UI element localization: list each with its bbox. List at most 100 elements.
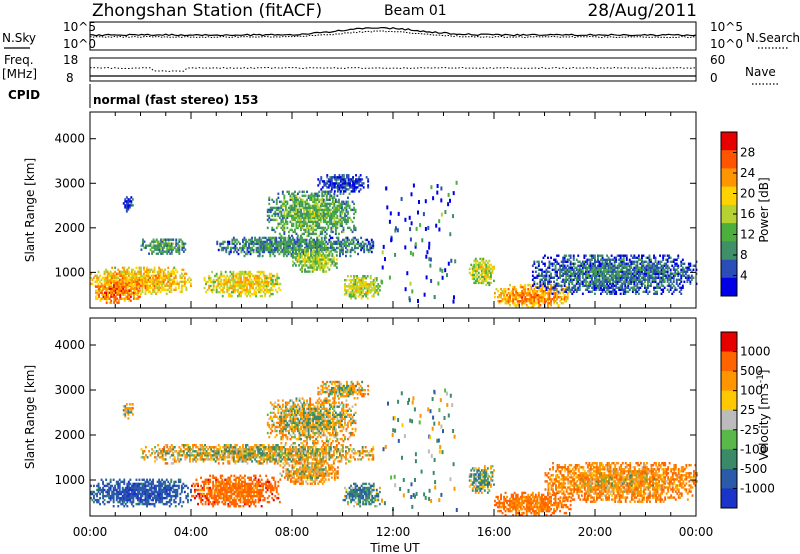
heatmap-cell: [299, 246, 302, 250]
heatmap-cell: [500, 294, 502, 297]
heatmap-cell: [491, 269, 494, 273]
heatmap-cell: [365, 176, 368, 179]
heatmap-cell: [119, 297, 122, 300]
heatmap-cell: [616, 280, 619, 283]
heatmap-cell: [592, 264, 595, 267]
heatmap-cell: [270, 280, 273, 284]
heatmap-cell: [329, 250, 332, 253]
heatmap-cell: [480, 257, 483, 261]
heatmap-cell: [110, 293, 113, 296]
heatmap-cell: [310, 226, 313, 230]
heatmap-cell: [120, 285, 123, 288]
heatmap-cell: [292, 224, 295, 228]
heatmap-cell: [341, 184, 344, 187]
heatmap-cell: [136, 297, 138, 300]
heatmap-cell: [140, 280, 142, 283]
heatmap-cell: [254, 242, 256, 246]
heatmap-cell: [287, 242, 290, 246]
heatmap-cell: [144, 282, 147, 285]
heatmap-cell: [161, 268, 164, 271]
heatmap-cell: [288, 212, 290, 216]
heatmap-cell: [314, 262, 317, 265]
heatmap-cell: [258, 290, 261, 294]
heatmap-cell: [553, 262, 555, 265]
heatmap-cell: [271, 218, 274, 222]
heatmap-cell: [268, 216, 271, 220]
heatmap-cell: [300, 202, 302, 206]
heatmap-cell: [474, 261, 477, 265]
heatmap-cell: [356, 291, 358, 294]
heatmap-cell: [258, 252, 261, 256]
heatmap-cell: [592, 256, 595, 259]
heatmap-cell: [102, 276, 104, 279]
heatmap-cell: [563, 270, 566, 273]
heatmap-cell: [305, 250, 308, 253]
heatmap-cell: [657, 284, 660, 287]
heatmap-cell: [240, 246, 243, 250]
heatmap-cell: [307, 248, 309, 252]
heatmap-cell: [304, 270, 306, 273]
cpid-label: CPID: [8, 88, 40, 102]
heatmap-cell: [668, 266, 671, 269]
heatmap-cell: [152, 274, 154, 277]
heatmap-cell: [316, 258, 319, 261]
heatmap-cell: [298, 244, 300, 248]
heatmap-cell: [358, 182, 361, 185]
heatmap-cell: [161, 250, 164, 253]
heatmap-cell: [440, 212, 443, 217]
heatmap-cell: [173, 280, 176, 283]
heatmap-cell: [243, 286, 245, 290]
heatmap-cell: [482, 275, 485, 279]
heatmap-cell: [348, 285, 351, 288]
heatmap-cell: [319, 260, 322, 263]
heatmap-cell: [155, 282, 157, 285]
heatmap-cell: [330, 202, 333, 206]
heatmap-cell: [295, 224, 298, 228]
heatmap-cell: [135, 276, 138, 279]
heatmap-cell: [125, 210, 128, 213]
heatmap-cell: [249, 238, 252, 242]
heatmap-cell: [315, 214, 318, 218]
heatmap-cell: [647, 274, 649, 277]
heatmap-cell: [140, 266, 142, 269]
heatmap-cell: [235, 238, 238, 242]
heatmap-cell: [269, 240, 272, 244]
heatmap-cell: [263, 244, 266, 248]
heatmap-cell: [279, 250, 282, 254]
heatmap-cell: [500, 288, 502, 291]
heatmap-cell: [117, 492, 120, 496]
heatmap-cell: [321, 208, 324, 212]
heatmap-cell: [565, 270, 568, 273]
power-y-tick-label: 4000: [54, 132, 85, 146]
heatmap-cell: [286, 214, 289, 218]
heatmap-cell: [503, 290, 505, 293]
heatmap-cell: [322, 266, 325, 269]
heatmap-cell: [522, 294, 525, 297]
heatmap-cell: [308, 240, 311, 244]
heatmap-cell: [129, 272, 132, 275]
heatmap-cell: [318, 218, 321, 222]
heatmap-cell: [304, 204, 307, 208]
heatmap-cell: [533, 288, 536, 291]
heatmap-cell: [98, 289, 100, 292]
heatmap-cell: [473, 273, 476, 277]
heatmap-cell: [265, 290, 268, 294]
heatmap-cell: [568, 276, 571, 279]
heatmap-cell: [274, 230, 277, 234]
heatmap-cell: [344, 279, 346, 282]
heatmap-cell: [347, 196, 349, 199]
heatmap-cell: [157, 248, 160, 251]
heatmap-cell: [318, 210, 321, 214]
heatmap-cell: [589, 276, 592, 279]
heatmap-cell: [106, 484, 109, 488]
heatmap-cell: [266, 244, 269, 248]
heatmap-cell: [149, 278, 151, 281]
heatmap-cell: [126, 494, 129, 498]
heatmap-cell: [684, 266, 687, 269]
heatmap-cell: [273, 282, 276, 286]
heatmap-cell: [316, 206, 319, 210]
heatmap-cell: [440, 186, 443, 191]
heatmap-cell: [115, 482, 118, 486]
heatmap-cell: [229, 282, 232, 286]
heatmap-cell: [304, 200, 307, 203]
